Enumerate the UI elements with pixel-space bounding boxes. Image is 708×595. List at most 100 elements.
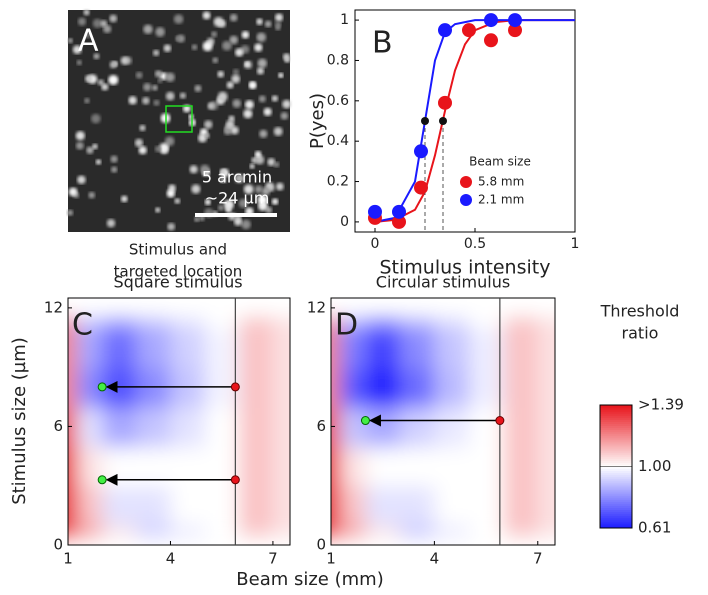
cone: [190, 165, 198, 173]
heat-cell: [538, 486, 603, 527]
heat-cell: [102, 446, 137, 487]
heat-cell: [365, 486, 400, 527]
cone: [165, 72, 174, 81]
point: [368, 205, 382, 219]
heat-cell: [239, 367, 274, 408]
heat-cell: [365, 525, 400, 536]
scalebar-text: 5 arcmin: [202, 168, 272, 187]
heat-cell: [340, 525, 367, 536]
cone: [275, 13, 283, 21]
heat-cell: [102, 318, 137, 329]
x-tick-label: 0: [371, 236, 380, 252]
heatmap: [292, 318, 603, 536]
x-tick-label: 1: [571, 236, 580, 252]
heat-cell: [239, 525, 274, 536]
cone: [278, 73, 283, 78]
cone: [86, 147, 93, 154]
point: [508, 13, 522, 27]
heat-cell: [503, 486, 538, 527]
x-tick-label: 1: [63, 550, 73, 568]
cone: [68, 38, 73, 43]
heat-cell: [102, 486, 137, 527]
heat-cell: [136, 407, 171, 448]
heat-cell: [503, 318, 538, 329]
heat-cell: [136, 328, 171, 369]
heat-cell: [205, 407, 240, 448]
cone: [139, 146, 147, 154]
arrow-end: [98, 383, 106, 391]
y-tick-label: 6: [316, 417, 326, 435]
arrow-end: [98, 476, 106, 484]
scalebar-text: ~24 µm: [205, 189, 270, 208]
heat-cell: [503, 328, 538, 369]
cone: [76, 131, 85, 140]
x-axis-label: Beam size (mm): [236, 569, 383, 590]
y-tick-label: 6: [53, 417, 63, 435]
x-tick-label: 4: [430, 550, 440, 568]
colorbar-label: 0.61: [638, 519, 671, 537]
cone: [235, 48, 243, 56]
legend-label: 5.8 mm: [478, 175, 524, 189]
point: [484, 13, 498, 27]
y-axis-label: Stimulus size (µm): [9, 337, 30, 505]
arrow-start: [231, 476, 239, 484]
colorbar-title: ratio: [622, 324, 659, 343]
cone: [167, 223, 175, 231]
panel-label: D: [335, 308, 358, 343]
cone: [211, 31, 217, 37]
cone: [272, 95, 278, 101]
heat-cell: [434, 525, 469, 536]
y-tick-label: 0.2: [327, 174, 349, 190]
cone: [231, 75, 240, 84]
cone: [110, 155, 117, 162]
cone: [241, 220, 251, 230]
legend-label: 2.1 mm: [478, 193, 524, 207]
cone: [224, 127, 232, 135]
heat-cell: [136, 525, 171, 536]
heat-cell: [29, 328, 77, 369]
heat-cell: [469, 367, 504, 408]
cone: [226, 120, 234, 128]
cone: [101, 83, 108, 90]
point: [414, 181, 428, 195]
colorbar-label: 1.00: [638, 457, 671, 475]
heat-cell: [239, 407, 274, 448]
heat-cell: [365, 446, 400, 487]
cone: [76, 142, 84, 150]
heat-cell: [503, 525, 538, 536]
heat-cell: [538, 318, 603, 329]
panel-title: Square stimulus: [113, 273, 242, 292]
cone: [258, 59, 267, 68]
threshold-point: [439, 117, 447, 125]
heat-cell: [503, 446, 538, 487]
cone: [254, 43, 262, 51]
x-tick-label: 0.5: [464, 236, 486, 252]
caption: Stimulus and: [129, 241, 227, 259]
cone: [136, 72, 143, 79]
heat-cell: [400, 407, 435, 448]
cone: [208, 103, 215, 110]
cone: [281, 112, 289, 120]
heat-cell: [205, 525, 240, 536]
cone: [153, 100, 159, 106]
cone: [203, 41, 213, 51]
cone: [155, 70, 162, 77]
heat-cell: [170, 486, 205, 527]
heat-cell: [400, 328, 435, 369]
legend-title: Beam size: [469, 155, 531, 169]
cone: [88, 192, 95, 199]
cone: [69, 187, 78, 196]
heat-cell: [170, 318, 205, 329]
heat-cell: [340, 446, 367, 487]
cone: [265, 21, 272, 28]
heat-cell: [340, 407, 367, 448]
heat-cell: [400, 367, 435, 408]
cone: [155, 146, 161, 152]
cone: [142, 97, 149, 104]
point: [484, 33, 498, 47]
heat-cell: [365, 318, 400, 329]
heat-cell: [292, 446, 340, 487]
colorbar-label: >1.39: [638, 396, 684, 414]
heat-cell: [239, 446, 274, 487]
heat-cell: [400, 486, 435, 527]
